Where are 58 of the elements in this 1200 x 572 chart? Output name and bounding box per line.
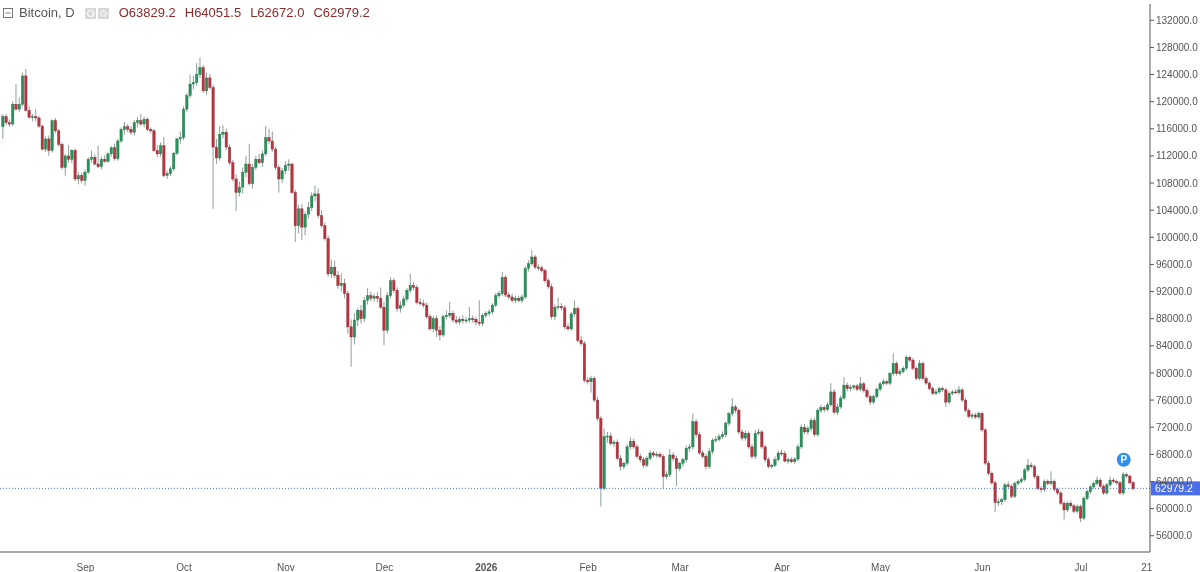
candlestick bbox=[165, 170, 169, 180]
candlestick bbox=[813, 417, 816, 438]
candlestick bbox=[218, 125, 222, 162]
y-tick-label: 124000.0 bbox=[1156, 69, 1199, 81]
y-tick-label: 80000.0 bbox=[1156, 367, 1193, 379]
candlestick bbox=[247, 143, 251, 187]
candlestick bbox=[612, 439, 616, 448]
y-tick-label: 132000.0 bbox=[1156, 14, 1199, 26]
candlestick bbox=[11, 101, 15, 127]
x-tick-label: 21 bbox=[1141, 562, 1153, 572]
y-tick-label: 108000.0 bbox=[1156, 177, 1199, 189]
candlestick bbox=[415, 284, 419, 305]
annotation: H64051.5 bbox=[184, 5, 242, 21]
y-tick-label: 104000.0 bbox=[1156, 204, 1199, 216]
chart-title: Bitcoin, D bbox=[19, 5, 75, 21]
y-tick-label: 68000.0 bbox=[1156, 448, 1193, 460]
y-tick-label: 116000.0 bbox=[1156, 123, 1198, 135]
annotation: L62672.0 bbox=[250, 5, 305, 21]
y-tick-label: 100000.0 bbox=[1156, 231, 1199, 243]
y-tick-label: 60000.0 bbox=[1156, 503, 1193, 515]
candlestick bbox=[257, 153, 261, 165]
annotation: O63829.2 bbox=[118, 5, 176, 21]
y-tick-label: 84000.0 bbox=[1156, 340, 1193, 352]
candlestick bbox=[300, 203, 304, 241]
candlestick bbox=[359, 304, 363, 324]
annotation: C62979.2 bbox=[313, 5, 370, 21]
candlestick bbox=[435, 314, 438, 338]
candlestick bbox=[829, 382, 833, 408]
candlestick bbox=[661, 453, 665, 489]
x-tick-label: Jun bbox=[974, 562, 991, 572]
x-tick-label: Nov bbox=[276, 562, 295, 572]
candlestick bbox=[563, 304, 567, 331]
candlestick bbox=[500, 271, 504, 297]
candlestick bbox=[675, 455, 678, 487]
x-tick-label: Dec bbox=[375, 562, 394, 572]
candlestick bbox=[504, 274, 507, 298]
y-tick-label: 88000.0 bbox=[1156, 313, 1193, 325]
x-tick-label: Oct bbox=[176, 562, 192, 572]
x-tick-label: Feb bbox=[579, 562, 598, 572]
candlestick bbox=[330, 259, 333, 279]
y-tick-label: 92000.0 bbox=[1156, 286, 1193, 298]
candlestick bbox=[297, 204, 300, 234]
candlestick bbox=[921, 360, 925, 381]
x-tick-label: 2026 bbox=[475, 562, 498, 572]
x-tick-label: Mar bbox=[671, 562, 690, 572]
y-tick-label: 120000.0 bbox=[1156, 96, 1199, 108]
candlestick bbox=[205, 72, 208, 96]
y-tick-label: 112000.0 bbox=[1156, 150, 1198, 162]
y-tick-label: 72000.0 bbox=[1156, 421, 1193, 433]
y-tick-label: 56000.0 bbox=[1156, 530, 1193, 542]
y-tick-label: 76000.0 bbox=[1156, 394, 1193, 406]
candlestick bbox=[441, 314, 445, 338]
y-tick-label: 128000.0 bbox=[1156, 41, 1199, 53]
annotation: P bbox=[1120, 454, 1128, 466]
y-tick-label: 96000.0 bbox=[1156, 258, 1193, 270]
x-tick-label: Jul bbox=[1074, 562, 1088, 572]
candlestick bbox=[918, 359, 921, 381]
candlestick bbox=[195, 62, 199, 87]
